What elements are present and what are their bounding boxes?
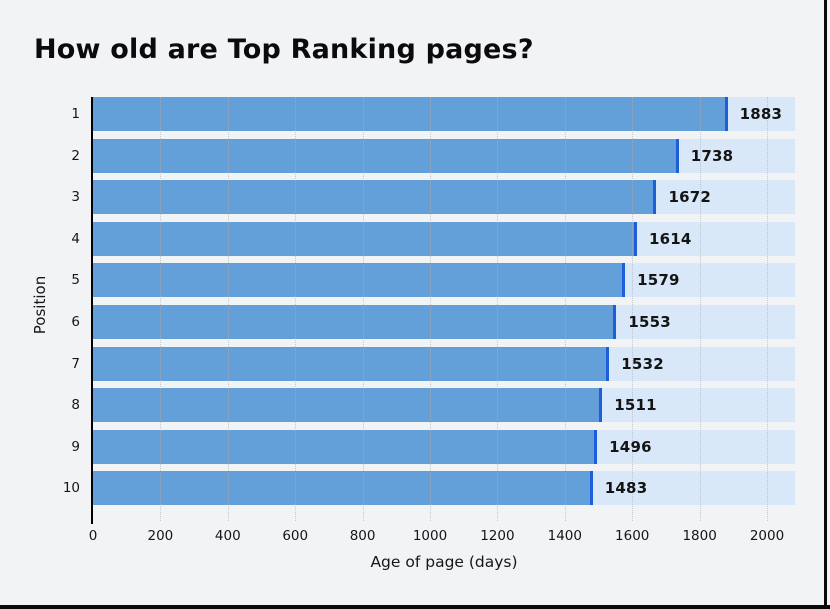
screenshot-border-bottom <box>0 605 830 609</box>
bar <box>93 346 610 381</box>
screenshot-border-right <box>824 0 827 609</box>
gridline <box>699 97 701 521</box>
x-tick-label: 2000 <box>749 528 785 544</box>
bar-value-label: 1614 <box>648 229 692 248</box>
bar-row: 1883 <box>93 97 795 131</box>
gridline <box>564 97 566 521</box>
y-axis-line <box>91 97 93 524</box>
x-tick-label: 800 <box>349 528 376 544</box>
bar <box>93 138 679 173</box>
x-tick-label: 1600 <box>615 528 650 544</box>
bar <box>93 263 626 298</box>
bar-value-label: 1496 <box>609 437 652 456</box>
bar-value-label: 1553 <box>628 313 671 331</box>
y-tick-label: 6 <box>71 314 80 330</box>
bar-row: 1511 <box>93 388 795 423</box>
bar-value-label: 1483 <box>604 479 648 498</box>
plot-area: 1883 1738 1672 1614 1579 1553 1532 1511 1496 1483 <box>93 97 795 513</box>
y-tick-label: 3 <box>71 189 80 206</box>
x-tick-label: 1000 <box>412 528 448 544</box>
bar-value-label: 1883 <box>739 105 783 123</box>
gridline <box>227 97 229 521</box>
y-tick-label: 2 <box>71 147 80 164</box>
y-tick-label: 9 <box>71 438 80 455</box>
gridline <box>767 97 769 521</box>
bar-row: 1614 <box>93 221 795 256</box>
bar <box>93 221 637 256</box>
y-tick-label: 10 <box>62 480 80 497</box>
chart-title: How old are Top Ranking pages? <box>34 34 534 65</box>
bar-row: 1738 <box>93 138 795 173</box>
bar-value-label: 1738 <box>690 146 734 165</box>
bar <box>93 388 603 423</box>
x-tick-label: 600 <box>282 528 309 544</box>
x-axis-label: Age of page (days) <box>370 553 518 571</box>
x-tick-label: 1800 <box>682 528 717 544</box>
y-tick-label: 1 <box>71 106 80 122</box>
bar-value-label: 1579 <box>637 271 680 290</box>
bar-row: 1579 <box>93 263 795 298</box>
x-tick-label: 1400 <box>547 528 582 544</box>
y-tick-label: 5 <box>71 272 80 289</box>
gridline <box>362 97 364 521</box>
x-tick-label: 0 <box>88 528 98 544</box>
bar <box>93 97 728 131</box>
bar-row: 1496 <box>93 429 795 464</box>
bar <box>93 305 617 339</box>
bar-value-label: 1532 <box>621 354 664 373</box>
x-tick-label: 1200 <box>480 528 515 544</box>
bar-row: 1672 <box>93 180 795 215</box>
x-tick-label: 200 <box>147 528 174 544</box>
bar <box>93 429 598 464</box>
bar-row: 1553 <box>93 305 795 339</box>
bar-value-label: 1511 <box>614 396 657 415</box>
gridline <box>430 97 431 521</box>
gridline <box>160 97 162 521</box>
bar <box>93 180 657 215</box>
bar <box>93 471 593 506</box>
gridline <box>295 97 297 521</box>
x-tick-label: 400 <box>214 528 241 544</box>
gridline <box>632 97 634 521</box>
bar-value-label: 1672 <box>668 188 712 207</box>
bar-row: 1483 <box>93 471 795 506</box>
y-tick-label: 7 <box>71 355 80 372</box>
y-tick-label: 4 <box>71 230 80 247</box>
bar-row: 1532 <box>93 346 795 381</box>
y-tick-label: 8 <box>71 397 80 414</box>
gridline <box>497 97 499 521</box>
